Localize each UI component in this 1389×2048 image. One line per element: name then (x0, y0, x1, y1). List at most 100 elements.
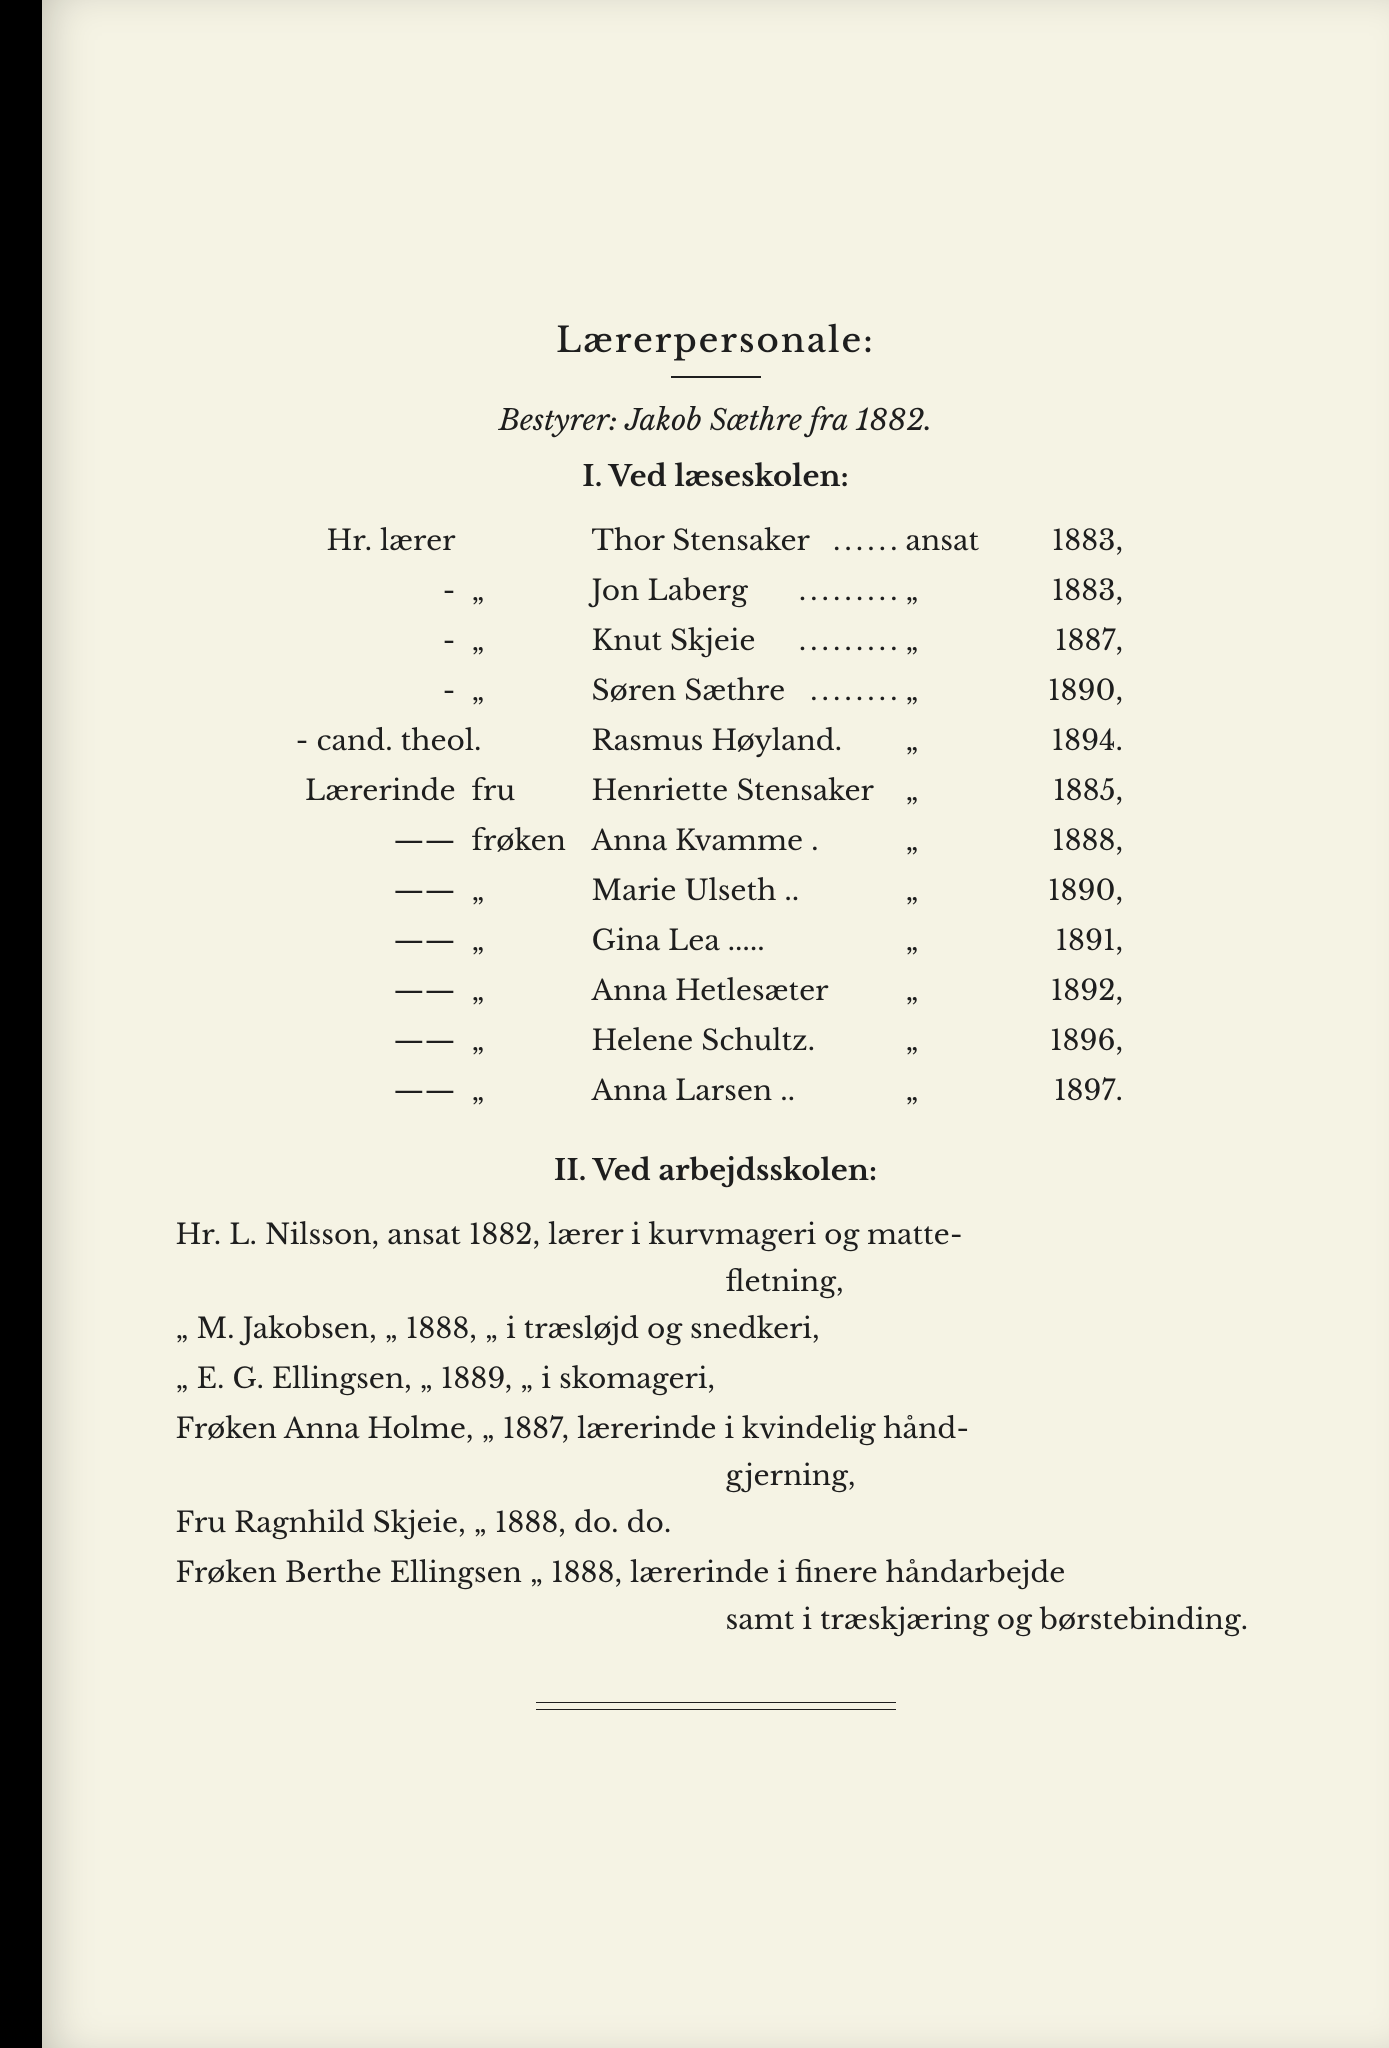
work-staff-row-cont: gjerning, (176, 1454, 1256, 1498)
leader-dots (898, 816, 906, 866)
staff-prefix: „ (464, 566, 592, 616)
staff-prefix: „ (464, 866, 592, 916)
year-value: 1890 (1006, 866, 1116, 916)
row-punct: , (1116, 866, 1136, 916)
staff-title: - (296, 616, 464, 666)
staff-title: —— (296, 866, 464, 916)
staff-name: Marie Ulseth .. (592, 866, 898, 916)
section2-list: Hr. L. Nilsson, ansat 1882, lærer i kurv… (176, 1210, 1256, 1642)
row-punct: , (1116, 566, 1136, 616)
ansat-label: ansat (906, 516, 1006, 566)
leader-dots (898, 766, 906, 816)
staff-name: Jon Laberg (592, 566, 795, 616)
staff-title: —— (296, 966, 464, 1016)
leader-dots: ........ (806, 666, 905, 716)
end-rule (536, 1702, 896, 1710)
staff-row: -„Søren Sæthre........„1890, (296, 666, 1136, 716)
staff-prefix: „ (464, 666, 592, 716)
work-staff-row: Hr. L. Nilsson, ansat 1882, lærer i kurv… (176, 1210, 1256, 1260)
staff-prefix: „ (464, 1016, 592, 1066)
staff-name: Henriette Stensaker (592, 766, 898, 816)
bestyrer-line: Bestyrer: Jakob Sæthre fra 1882. (42, 402, 1389, 438)
staff-title: Lærerinde (296, 766, 464, 816)
work-staff-row-cont: fletning, (176, 1260, 1256, 1304)
ansat-label: „ (906, 1016, 1006, 1066)
section1-heading: I. Ved læseskolen: (42, 458, 1389, 494)
staff-row: ——„Gina Lea .....„1891, (296, 916, 1136, 966)
year-value: 1888 (1006, 816, 1116, 866)
section1-list: Hr. lærerThor Stensaker......ansat1883,-… (296, 516, 1136, 1116)
work-staff-row-cont: samt i træskjæring og børstebinding. (176, 1598, 1256, 1642)
title-rule (671, 376, 761, 378)
main-title: Lærerpersonale: (42, 320, 1389, 362)
staff-title: - (296, 666, 464, 716)
ansat-label: „ (906, 666, 1006, 716)
year-value: 1890 (1006, 666, 1116, 716)
ansat-label: „ (906, 716, 1006, 766)
work-staff-row: Frøken Berthe Ellingsen „ 1888, lærerind… (176, 1548, 1256, 1598)
staff-name: Thor Stensaker (592, 516, 829, 566)
year-value: 1887 (1006, 616, 1116, 666)
row-punct: , (1116, 966, 1136, 1016)
year-value: 1892 (1006, 966, 1116, 1016)
ansat-label: „ (906, 816, 1006, 866)
staff-row: LærerindefruHenriette Stensaker„1885, (296, 766, 1136, 816)
staff-name: Anna Kvamme . (592, 816, 898, 866)
staff-name: Knut Skjeie (592, 616, 795, 666)
work-staff-row: Frøken Anna Holme, „ 1887, lærerinde i k… (176, 1404, 1256, 1454)
staff-title: —— (296, 916, 464, 966)
staff-row: ——„Marie Ulseth ..„1890, (296, 866, 1136, 916)
content-block: Lærerpersonale: Bestyrer: Jakob Sæthre f… (42, 320, 1389, 1710)
year-value: 1896 (1006, 1016, 1116, 1066)
leader-dots (898, 1016, 906, 1066)
row-punct: . (1116, 716, 1136, 766)
leader-dots (898, 866, 906, 916)
staff-title: Hr. lærer (296, 516, 464, 566)
staff-row: ——frøkenAnna Kvamme .„1888, (296, 816, 1136, 866)
ansat-label: „ (906, 966, 1006, 1016)
leader-dots (898, 966, 906, 1016)
staff-prefix: „ (464, 916, 592, 966)
row-punct: , (1116, 666, 1136, 716)
staff-name: Søren Sæthre (592, 666, 807, 716)
row-punct: , (1116, 766, 1136, 816)
year-value: 1891 (1006, 916, 1116, 966)
row-punct: , (1116, 616, 1136, 666)
staff-prefix: fru (464, 766, 592, 816)
work-staff-row: Fru Ragnhild Skjeie, „ 1888, do. do. (176, 1498, 1256, 1548)
ansat-label: „ (906, 766, 1006, 816)
leader-dots (898, 716, 906, 766)
section2-heading: II. Ved arbejdsskolen: (42, 1152, 1389, 1188)
staff-prefix: „ (464, 1066, 592, 1116)
leader-dots: ......... (795, 616, 906, 666)
leader-dots (898, 1066, 906, 1116)
year-value: 1883 (1006, 566, 1116, 616)
staff-prefix: „ (464, 966, 592, 1016)
staff-name: Anna Larsen .. (592, 1066, 898, 1116)
leader-dots (898, 916, 906, 966)
staff-title: —— (296, 816, 464, 866)
work-staff-row: „ E. G. Ellingsen, „ 1889, „ i skomageri… (176, 1354, 1256, 1404)
ansat-label: „ (906, 1066, 1006, 1116)
staff-row: - cand. theol. Rasmus Høyland.„1894. (296, 716, 1136, 766)
ansat-label: „ (906, 916, 1006, 966)
staff-prefix (464, 716, 592, 766)
row-punct: , (1116, 916, 1136, 966)
staff-row: ——„Anna Larsen ..„1897. (296, 1066, 1136, 1116)
staff-row: -„Knut Skjeie.........„1887, (296, 616, 1136, 666)
ansat-label: „ (906, 866, 1006, 916)
row-punct: , (1116, 1016, 1136, 1066)
staff-title: - cand. theol. (296, 716, 464, 766)
staff-prefix: frøken (464, 816, 592, 866)
staff-name: Gina Lea ..... (592, 916, 898, 966)
ansat-label: „ (906, 566, 1006, 616)
year-value: 1894 (1006, 716, 1116, 766)
staff-title: —— (296, 1066, 464, 1116)
staff-name: Rasmus Høyland. (592, 716, 898, 766)
staff-name: Helene Schultz. (592, 1016, 898, 1066)
year-value: 1897 (1006, 1066, 1116, 1116)
leader-dots: ......... (795, 566, 906, 616)
ansat-label: „ (906, 616, 1006, 666)
staff-row: ——„Anna Hetlesæter„1892, (296, 966, 1136, 1016)
document-page: Lærerpersonale: Bestyrer: Jakob Sæthre f… (42, 0, 1389, 2048)
